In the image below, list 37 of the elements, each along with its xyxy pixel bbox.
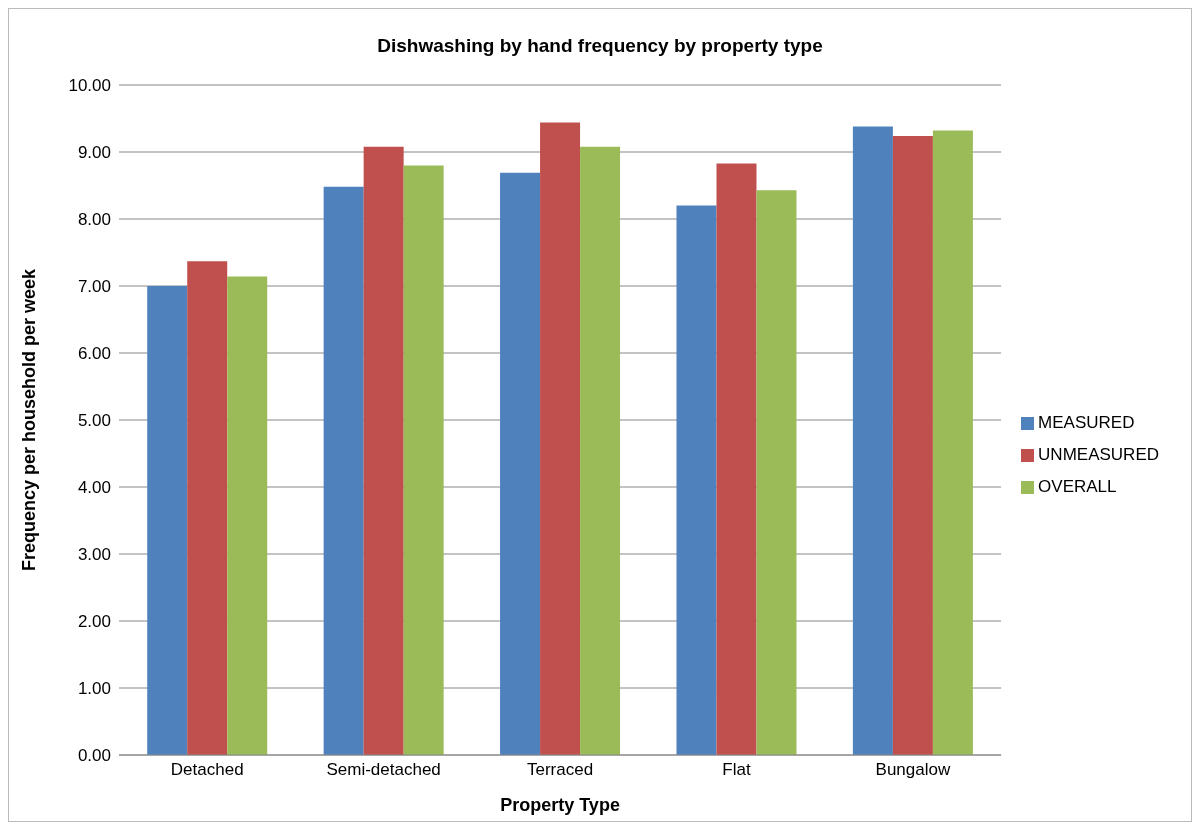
x-axis-title: Property Type bbox=[500, 795, 620, 815]
x-tick-label: Detached bbox=[170, 760, 244, 780]
bar bbox=[363, 146, 404, 755]
bar bbox=[892, 135, 933, 755]
chart-title: Dishwashing by hand frequency by property type bbox=[376, 34, 824, 58]
bar bbox=[756, 190, 797, 755]
y-tick-label: 6.00 bbox=[77, 344, 111, 364]
y-tick-label: 1.00 bbox=[77, 679, 111, 699]
legend-label: UNMEASURED bbox=[1038, 445, 1159, 464]
y-tick-label: 4.00 bbox=[77, 478, 111, 498]
y-axis-title: Frequency per household per week bbox=[19, 267, 40, 572]
y-tick-label: 3.00 bbox=[77, 545, 111, 565]
bar bbox=[147, 286, 188, 755]
bar bbox=[227, 276, 268, 755]
bar bbox=[676, 205, 717, 755]
y-tick-label: 5.00 bbox=[77, 411, 111, 431]
x-tick-label: Bungalow bbox=[875, 760, 951, 780]
y-tick-label: 0.00 bbox=[77, 746, 111, 766]
x-tick-label: Flat bbox=[722, 760, 751, 780]
y-tick-label: 2.00 bbox=[77, 612, 111, 632]
legend-label: MEASURED bbox=[1038, 413, 1135, 432]
bar bbox=[852, 126, 893, 755]
y-tick-label: 7.00 bbox=[77, 277, 111, 297]
x-tick-label: Terraced bbox=[526, 760, 594, 780]
y-tick-label: 9.00 bbox=[77, 143, 111, 163]
y-tick-label: 8.00 bbox=[77, 210, 111, 230]
bar bbox=[580, 146, 621, 755]
legend-label: OVERALL bbox=[1038, 477, 1117, 496]
bar bbox=[323, 186, 364, 755]
bar bbox=[932, 130, 973, 755]
bar bbox=[187, 261, 228, 755]
y-tick-label: 10.00 bbox=[68, 76, 111, 96]
x-tick-label: Semi-detached bbox=[326, 760, 441, 780]
bar bbox=[540, 122, 581, 755]
bar bbox=[403, 165, 444, 755]
bar bbox=[500, 172, 541, 755]
bar bbox=[716, 163, 757, 755]
